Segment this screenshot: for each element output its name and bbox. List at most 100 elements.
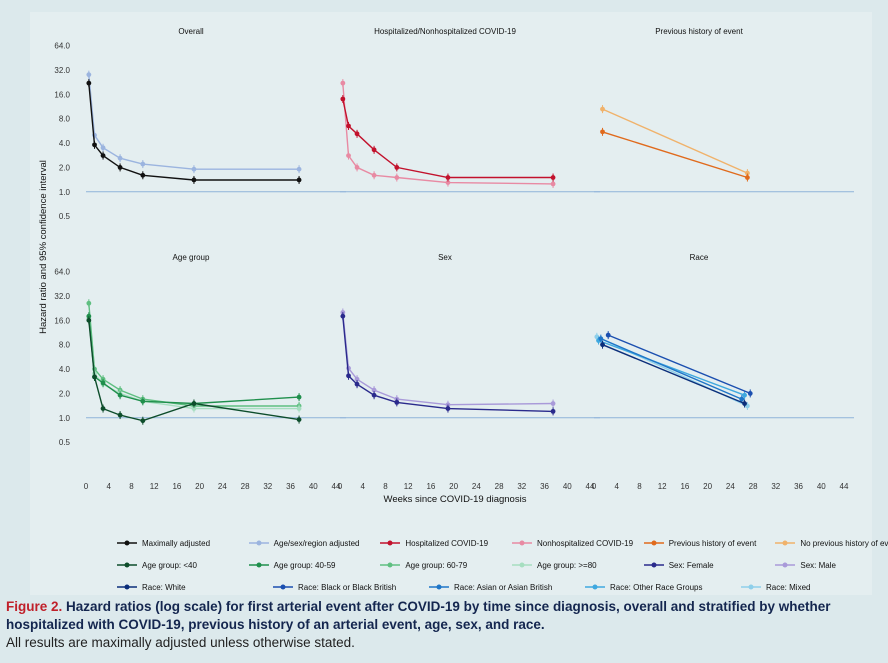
legend-swatch-icon	[775, 540, 796, 546]
data-point	[296, 406, 302, 411]
x-tick-label: 0	[84, 482, 89, 491]
data-point	[86, 317, 92, 323]
x-tick-label: 0	[592, 482, 597, 491]
legend-row: Age group: <40 Age group: 40-59 Age group:…	[116, 554, 888, 576]
data-point	[745, 175, 750, 180]
legend-swatch-icon	[429, 584, 449, 590]
panel-title: Previous history of event	[655, 27, 743, 36]
x-tick-label: 24	[472, 482, 481, 491]
legend-item: Nonhospitalized COVID-19	[511, 538, 643, 548]
data-point	[742, 401, 747, 406]
y-tick-label: 32.0	[54, 292, 70, 301]
data-point	[296, 166, 302, 172]
legend-swatch-icon	[643, 562, 664, 568]
legend-swatch-icon	[741, 584, 761, 590]
x-tick-label: 40	[309, 482, 318, 491]
x-tick-label: 20	[195, 482, 204, 491]
data-point	[550, 401, 556, 406]
legend-swatch-icon	[248, 562, 269, 568]
x-axis-title: Weeks since COVID-19 diagnosis	[384, 494, 527, 505]
legend-swatch-icon	[117, 562, 137, 568]
legend-label: Race: Black or Black British	[298, 582, 397, 592]
caption-label: Figure 2.	[6, 599, 63, 614]
data-point	[605, 332, 611, 338]
x-tick-label: 16	[172, 482, 181, 491]
data-point	[354, 165, 360, 170]
x-tick-label: 40	[817, 482, 826, 491]
data-point	[600, 129, 605, 135]
legend-label: Maximally adjusted	[142, 538, 211, 548]
legend-swatch-icon	[643, 540, 664, 546]
x-tick-label: 12	[404, 482, 413, 491]
data-point	[191, 406, 197, 411]
data-point	[371, 387, 377, 393]
data-point	[100, 406, 106, 411]
data-point	[394, 165, 400, 170]
data-point	[340, 80, 346, 86]
legend-swatch-icon	[248, 540, 269, 546]
x-tick-label: 12	[658, 482, 667, 491]
y-tick-label: 8.0	[59, 341, 71, 350]
x-tick-label: 32	[263, 482, 272, 491]
data-point	[354, 376, 360, 382]
figure-caption: Figure 2. Hazard ratios (log scale) for …	[6, 598, 876, 652]
hazard-ratio-chart: Hazard ratio and 95% confidence interval…	[38, 27, 854, 505]
data-point	[140, 398, 146, 404]
legend-item: Race: Asian or Asian British	[428, 582, 584, 592]
x-tick-label: 44	[840, 482, 849, 491]
data-point	[296, 177, 302, 183]
y-tick-label: 16.0	[54, 316, 70, 325]
legend-swatch-icon	[380, 562, 401, 568]
legend-label: Race: Mixed	[766, 582, 811, 592]
x-tick-label: 20	[449, 482, 458, 491]
legend-item: Race: White	[116, 582, 272, 592]
data-point	[745, 170, 750, 176]
legend-label: Previous history of event	[668, 538, 757, 548]
legend-label: Age/sex/region adjusted	[273, 538, 360, 548]
data-point	[550, 408, 556, 414]
panel-title: Sex	[438, 253, 452, 262]
legend-item: Race: Black or Black British	[272, 582, 428, 592]
data-point	[140, 161, 146, 167]
data-point	[594, 334, 600, 340]
data-point	[340, 96, 346, 102]
legend-item: Maximally adjusted	[116, 538, 248, 548]
legend-swatch-icon	[117, 584, 137, 590]
data-point	[742, 392, 747, 398]
x-tick-label: 12	[150, 482, 159, 491]
data-point	[296, 394, 302, 400]
x-tick-label: 44	[332, 482, 341, 491]
data-point	[550, 175, 556, 180]
y-tick-label: 32.0	[54, 66, 70, 75]
data-point	[747, 391, 753, 396]
legend-label: No previous history of event	[800, 538, 888, 548]
data-point	[296, 417, 302, 422]
data-point	[354, 381, 360, 387]
x-tick-label: 16	[680, 482, 689, 491]
legend-label: Nonhospitalized COVID-19	[537, 538, 634, 548]
y-tick-label: 1.0	[59, 188, 71, 197]
x-tick-label: 32	[771, 482, 780, 491]
x-tick-label: 36	[540, 482, 549, 491]
legend-label: Age group: >=80	[537, 560, 597, 570]
legend-item: Previous history of event	[643, 538, 775, 548]
panel-title: Age group	[173, 253, 210, 262]
series-line	[602, 108, 748, 174]
legend-item: Age group: 40-59	[248, 560, 380, 570]
data-point	[86, 72, 92, 78]
series-line	[598, 339, 745, 396]
data-point	[100, 380, 106, 386]
legend: Maximally adjusted Age/sex/region adjuste…	[116, 532, 888, 598]
series-line	[342, 83, 554, 185]
legend-label: Race: Asian or Asian British	[454, 582, 553, 592]
x-tick-label: 4	[361, 482, 366, 491]
data-point	[600, 106, 605, 112]
y-tick-label: 0.5	[59, 212, 71, 221]
legend-item: Age group: 60-79	[379, 560, 511, 570]
data-point	[445, 406, 451, 411]
legend-swatch-icon	[585, 584, 605, 590]
x-tick-label: 24	[726, 482, 735, 491]
legend-item: No previous history of event	[774, 538, 888, 548]
legend-item: Race: Mixed	[740, 582, 888, 592]
legend-item: Age group: >=80	[511, 560, 643, 570]
